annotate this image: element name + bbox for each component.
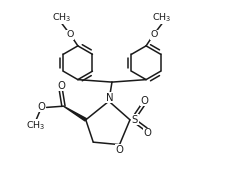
Text: CH$_3$: CH$_3$: [52, 11, 72, 24]
Text: O: O: [38, 102, 46, 112]
Text: O: O: [57, 81, 65, 91]
Text: O: O: [143, 128, 151, 139]
Text: O: O: [116, 145, 124, 155]
Text: O: O: [66, 30, 74, 40]
Text: S: S: [132, 115, 138, 125]
Text: N: N: [106, 93, 114, 103]
Text: O: O: [150, 30, 158, 40]
Text: O: O: [140, 96, 148, 106]
Polygon shape: [64, 106, 86, 121]
Text: CH$_3$: CH$_3$: [152, 11, 172, 24]
Text: CH$_3$: CH$_3$: [26, 119, 46, 131]
